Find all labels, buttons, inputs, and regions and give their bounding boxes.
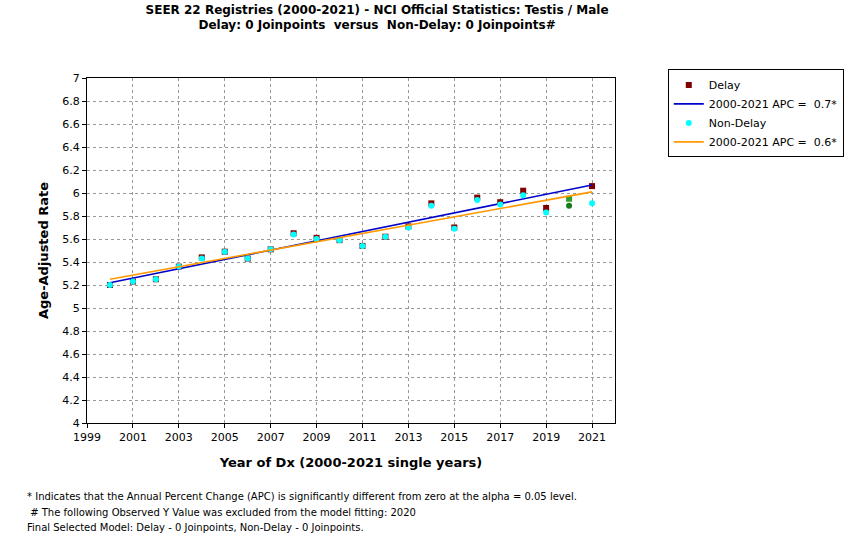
svg-text:2003: 2003 <box>165 431 193 444</box>
svg-text:5.2: 5.2 <box>62 279 80 292</box>
svg-text:6.6: 6.6 <box>62 118 80 131</box>
svg-text:2000-2021 APC = 0.6*: 2000-2021 APC = 0.6* <box>709 136 837 149</box>
svg-text:# The following Observed Y Val: # The following Observed Y Value was exc… <box>27 507 416 518</box>
svg-text:* Indicates that the Annual Pe: * Indicates that the Annual Percent Chan… <box>27 491 577 502</box>
svg-text:SEER 22 Registries (2000-2021): SEER 22 Registries (2000-2021) - NCI Off… <box>146 3 609 33</box>
svg-text:2015: 2015 <box>440 431 468 444</box>
svg-text:2007: 2007 <box>257 431 285 444</box>
svg-text:1999: 1999 <box>73 431 101 444</box>
svg-text:6: 6 <box>73 187 80 200</box>
svg-text:Year of Dx (2000-2021 single y: Year of Dx (2000-2021 single years) <box>219 455 483 470</box>
svg-text:7: 7 <box>73 72 80 85</box>
svg-text:Non-Delay: Non-Delay <box>709 117 767 130</box>
svg-text:2013: 2013 <box>394 431 422 444</box>
svg-text:4.4: 4.4 <box>62 371 80 384</box>
svg-text:2000-2021 APC = 0.7*: 2000-2021 APC = 0.7* <box>709 98 837 111</box>
svg-text:5.6: 5.6 <box>62 233 80 246</box>
svg-text:5.8: 5.8 <box>62 210 80 223</box>
svg-text:Age-Adjusted Rate: Age-Adjusted Rate <box>36 182 51 319</box>
svg-text:4: 4 <box>73 417 80 430</box>
svg-text:2017: 2017 <box>486 431 514 444</box>
svg-text:2011: 2011 <box>348 431 376 444</box>
svg-text:6.2: 6.2 <box>62 164 80 177</box>
svg-text:4.2: 4.2 <box>62 394 80 407</box>
svg-text:5.4: 5.4 <box>62 256 80 269</box>
svg-text:Final Selected Model: Delay -: Final Selected Model: Delay - 0 Joinpoin… <box>27 522 364 533</box>
svg-text:4.8: 4.8 <box>62 325 80 338</box>
svg-text:4.6: 4.6 <box>62 348 80 361</box>
svg-text:6.4: 6.4 <box>62 141 80 154</box>
svg-text:2001: 2001 <box>119 431 147 444</box>
svg-text:2021: 2021 <box>578 431 606 444</box>
svg-text:5: 5 <box>73 302 80 315</box>
svg-text:2019: 2019 <box>532 431 560 444</box>
svg-text:2009: 2009 <box>303 431 331 444</box>
svg-text:Delay: Delay <box>709 79 741 92</box>
svg-text:2005: 2005 <box>211 431 239 444</box>
svg-text:6.8: 6.8 <box>62 95 80 108</box>
